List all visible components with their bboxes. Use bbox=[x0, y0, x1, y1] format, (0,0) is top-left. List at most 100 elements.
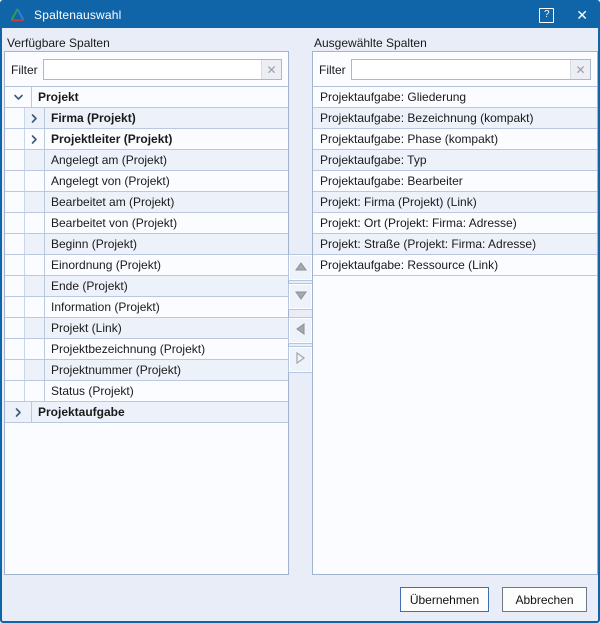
chevron-right-icon[interactable] bbox=[25, 108, 45, 128]
tree-indent bbox=[5, 360, 25, 380]
list-item[interactable]: Projekt: Straße (Projekt: Firma: Adresse… bbox=[313, 234, 597, 255]
tree-indent bbox=[5, 339, 25, 359]
expander-placeholder bbox=[25, 339, 45, 359]
expander-placeholder bbox=[25, 192, 45, 212]
chevron-right-icon[interactable] bbox=[25, 129, 45, 149]
tree-row-label: Angelegt von (Projekt) bbox=[51, 174, 170, 188]
list-item[interactable]: Projektaufgabe: Typ bbox=[313, 150, 597, 171]
tree-indent bbox=[5, 297, 25, 317]
tree-row[interactable]: Information (Projekt) bbox=[5, 297, 288, 318]
available-filter-box: ✕ bbox=[42, 59, 282, 80]
move-up-button[interactable] bbox=[288, 254, 313, 281]
close-button[interactable]: ✕ bbox=[576, 7, 588, 23]
tree-row[interactable]: Projekt (Link) bbox=[5, 318, 288, 339]
available-columns-panel: Filter ✕ Projekt Firma (Projekt) Projektle… bbox=[4, 51, 289, 575]
tree-indent bbox=[5, 381, 25, 401]
triangle-right-icon bbox=[295, 351, 306, 367]
tree-indent bbox=[5, 108, 25, 128]
tree-row-label: Projektbezeichnung (Projekt) bbox=[51, 342, 206, 356]
selected-columns-label: Ausgewählte Spalten bbox=[314, 36, 427, 50]
tree-indent bbox=[5, 150, 25, 170]
tree-row-label: Projekt (Link) bbox=[51, 321, 122, 335]
tree-row[interactable]: Projektbezeichnung (Projekt) bbox=[5, 339, 288, 360]
list-item[interactable]: Projektaufgabe: Bearbeiter bbox=[313, 171, 597, 192]
expander-placeholder bbox=[25, 360, 45, 380]
list-item[interactable]: Projektaufgabe: Bezeichnung (kompakt) bbox=[313, 108, 597, 129]
filter-label: Filter bbox=[319, 62, 346, 77]
triangle-left-icon bbox=[295, 323, 306, 338]
tree-row-label: Angelegt am (Projekt) bbox=[51, 153, 168, 167]
expander-placeholder bbox=[25, 318, 45, 338]
tree-row[interactable]: Angelegt am (Projekt) bbox=[5, 150, 288, 171]
window-title: Spaltenauswahl bbox=[34, 8, 122, 22]
available-columns-tree: Projekt Firma (Projekt) Projektleiter (Pro… bbox=[5, 86, 288, 574]
tree-row-label: Ende (Projekt) bbox=[51, 279, 128, 293]
expander-placeholder bbox=[25, 171, 45, 191]
available-columns-label: Verfügbare Spalten bbox=[7, 36, 110, 50]
tree-row-label: Bearbeitet am (Projekt) bbox=[51, 195, 175, 209]
expander-placeholder bbox=[25, 150, 45, 170]
expander-placeholder bbox=[25, 297, 45, 317]
tree-row-label: Status (Projekt) bbox=[51, 384, 134, 398]
list-item[interactable]: Projektaufgabe: Phase (kompakt) bbox=[313, 129, 597, 150]
clear-filter-icon[interactable]: ✕ bbox=[570, 60, 590, 79]
tree-row[interactable]: Beginn (Projekt) bbox=[5, 234, 288, 255]
tree-indent bbox=[5, 234, 25, 254]
help-button[interactable]: ? bbox=[539, 7, 555, 23]
tree-row[interactable]: Projektleiter (Projekt) bbox=[5, 129, 288, 150]
move-to-available-button[interactable] bbox=[288, 317, 313, 344]
tree-row-label: Projektaufgabe bbox=[38, 405, 125, 419]
move-to-selected-button[interactable] bbox=[288, 346, 313, 373]
tree-row[interactable]: Projektnummer (Projekt) bbox=[5, 360, 288, 381]
tree-row[interactable]: Ende (Projekt) bbox=[5, 276, 288, 297]
tree-indent bbox=[5, 255, 25, 275]
apply-button[interactable]: Übernehmen bbox=[400, 587, 489, 612]
expander-placeholder bbox=[25, 276, 45, 296]
selected-filter-bar: Filter ✕ bbox=[313, 52, 597, 86]
tree-row-label: Firma (Projekt) bbox=[51, 111, 136, 125]
move-down-button[interactable] bbox=[288, 283, 313, 310]
list-item[interactable]: Projektaufgabe: Gliederung bbox=[313, 87, 597, 108]
tree-row[interactable]: Bearbeitet am (Projekt) bbox=[5, 192, 288, 213]
tree-row[interactable]: Status (Projekt) bbox=[5, 381, 288, 402]
expander-placeholder bbox=[25, 213, 45, 233]
selected-filter-input[interactable] bbox=[351, 60, 570, 79]
chevron-right-icon[interactable] bbox=[5, 402, 32, 422]
expander-placeholder bbox=[25, 255, 45, 275]
expander-placeholder bbox=[25, 381, 45, 401]
cancel-button[interactable]: Abbrechen bbox=[502, 587, 587, 612]
tree-row-label: Beginn (Projekt) bbox=[51, 237, 138, 251]
tree-row[interactable]: Einordnung (Projekt) bbox=[5, 255, 288, 276]
triangle-up-icon bbox=[294, 261, 307, 275]
tree-indent bbox=[5, 276, 25, 296]
list-item[interactable]: Projektaufgabe: Ressource (Link) bbox=[313, 255, 597, 276]
available-filter-bar: Filter ✕ bbox=[5, 52, 288, 86]
selected-filter-box: ✕ bbox=[350, 59, 591, 80]
tree-row[interactable]: Angelegt von (Projekt) bbox=[5, 171, 288, 192]
tree-indent bbox=[5, 129, 25, 149]
tree-row[interactable]: Bearbeitet von (Projekt) bbox=[5, 213, 288, 234]
tree-row-label: Einordnung (Projekt) bbox=[51, 258, 162, 272]
tree-row[interactable]: Projektaufgabe bbox=[5, 402, 288, 423]
title-bar: Spaltenauswahl ? ✕ bbox=[2, 2, 598, 28]
tree-indent bbox=[5, 318, 25, 338]
tree-indent bbox=[5, 192, 25, 212]
tree-row-label: Projektleiter (Projekt) bbox=[51, 132, 173, 146]
list-item[interactable]: Projekt: Firma (Projekt) (Link) bbox=[313, 192, 597, 213]
list-item[interactable]: Projekt: Ort (Projekt: Firma: Adresse) bbox=[313, 213, 597, 234]
available-filter-input[interactable] bbox=[43, 60, 261, 79]
tree-row[interactable]: Projekt bbox=[5, 87, 288, 108]
filter-label: Filter bbox=[11, 62, 38, 77]
chevron-down-icon[interactable] bbox=[5, 87, 32, 107]
tree-indent bbox=[5, 171, 25, 191]
tree-row-label: Bearbeitet von (Projekt) bbox=[51, 216, 178, 230]
selected-columns-panel: Filter ✕ Projektaufgabe: Gliederung Proje… bbox=[312, 51, 598, 575]
tree-indent bbox=[5, 213, 25, 233]
app-logo-icon bbox=[10, 8, 25, 22]
selected-columns-list: Projektaufgabe: Gliederung Projektaufgabe… bbox=[313, 86, 597, 574]
tree-row[interactable]: Firma (Projekt) bbox=[5, 108, 288, 129]
tree-row-label: Projekt bbox=[38, 90, 79, 104]
clear-filter-icon[interactable]: ✕ bbox=[261, 60, 281, 79]
tree-row-label: Information (Projekt) bbox=[51, 300, 160, 314]
